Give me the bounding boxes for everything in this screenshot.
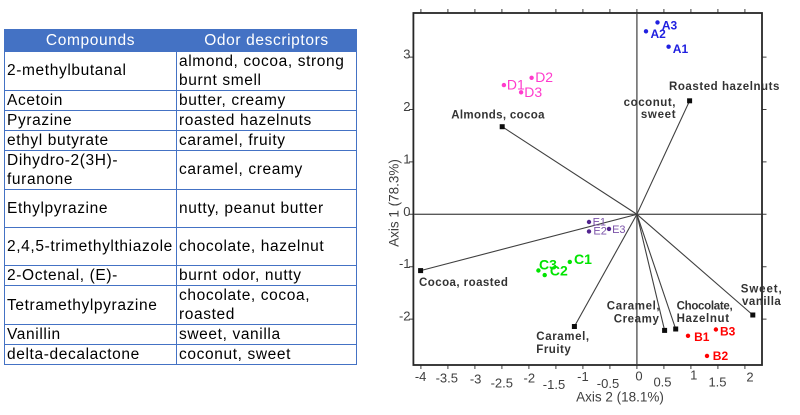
svg-text:E3: E3 (612, 224, 625, 236)
svg-text:Sweet,: Sweet, (741, 284, 783, 296)
svg-text:-1: -1 (577, 369, 589, 384)
svg-text:Caramel,: Caramel, (607, 301, 660, 313)
svg-text:D1: D1 (507, 77, 525, 93)
svg-text:vanilla: vanilla (742, 296, 781, 308)
svg-text:Hazelnut: Hazelnut (677, 313, 730, 325)
svg-text:Caramel,: Caramel, (536, 331, 589, 343)
svg-text:0: 0 (403, 204, 410, 219)
svg-text:0: 0 (635, 369, 642, 384)
svg-text:1: 1 (690, 368, 697, 383)
svg-text:-2.5: -2.5 (491, 376, 513, 391)
svg-text:A3: A3 (662, 18, 678, 32)
svg-text:Roasted hazelnuts: Roasted hazelnuts (669, 81, 780, 93)
svg-text:0.5: 0.5 (653, 375, 671, 390)
svg-text:B3: B3 (720, 325, 736, 339)
svg-text:D3: D3 (524, 84, 542, 100)
svg-text:-2: -2 (399, 309, 411, 324)
svg-text:1: 1 (403, 151, 410, 166)
svg-text:-2: -2 (524, 371, 536, 386)
svg-text:-4: -4 (415, 369, 427, 384)
svg-text:-3.5: -3.5 (436, 371, 458, 386)
svg-text:C2: C2 (550, 263, 568, 279)
svg-text:A2: A2 (651, 27, 667, 41)
svg-text:-1.5: -1.5 (543, 377, 565, 392)
svg-text:3: 3 (403, 47, 410, 62)
svg-text:Axis 1 (78.3%): Axis 1 (78.3%) (387, 159, 402, 247)
svg-text:E1: E1 (593, 216, 606, 228)
svg-text:Almonds, cocoa: Almonds, cocoa (451, 110, 545, 122)
svg-text:C3: C3 (539, 256, 557, 272)
svg-text:Axis 2 (18.1%): Axis 2 (18.1%) (576, 390, 664, 405)
svg-text:coconut,: coconut, (624, 97, 676, 109)
svg-text:Chocolate,: Chocolate, (677, 301, 733, 313)
svg-text:D2: D2 (535, 69, 553, 85)
svg-text:2: 2 (403, 99, 410, 114)
svg-text:sweet: sweet (641, 109, 676, 121)
svg-text:Creamy: Creamy (614, 313, 660, 325)
svg-text:E2: E2 (593, 226, 606, 238)
svg-text:2: 2 (746, 370, 753, 385)
svg-text:-0.5: -0.5 (597, 376, 619, 391)
svg-text:Cocoa, roasted: Cocoa, roasted (419, 277, 508, 289)
svg-text:-1: -1 (399, 256, 411, 271)
svg-text:A1: A1 (673, 42, 689, 56)
svg-text:B2: B2 (713, 349, 729, 363)
svg-text:C1: C1 (574, 251, 592, 267)
svg-text:1.5: 1.5 (708, 374, 726, 389)
svg-text:Fruity: Fruity (536, 344, 571, 356)
svg-text:-3: -3 (470, 371, 482, 386)
svg-text:B1: B1 (694, 330, 710, 344)
